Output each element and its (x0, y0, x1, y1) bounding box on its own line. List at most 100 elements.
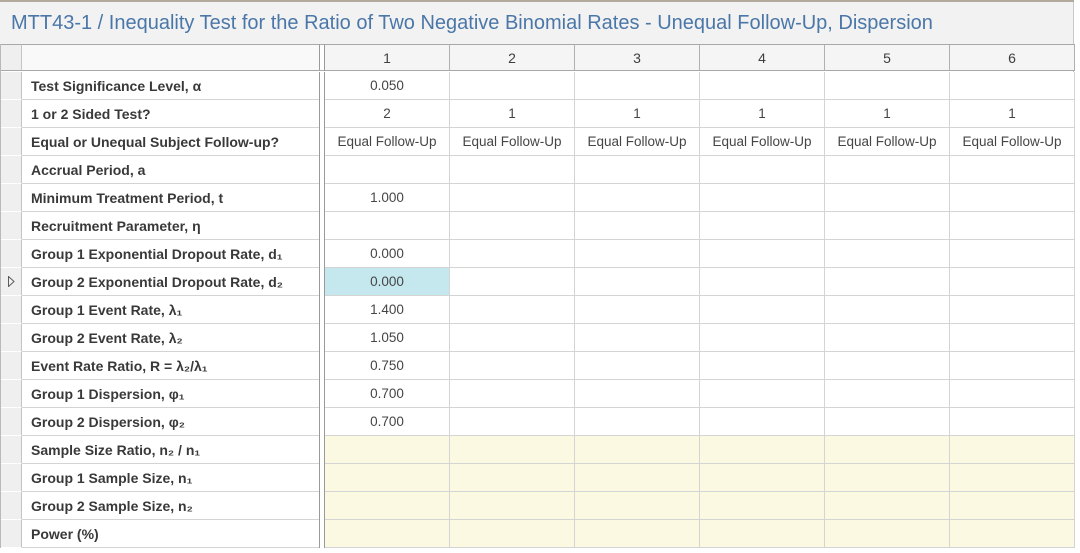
data-cell[interactable] (950, 212, 1075, 240)
data-cell[interactable] (450, 408, 575, 436)
data-cell[interactable] (450, 212, 575, 240)
data-cell[interactable] (825, 436, 950, 464)
column-header-2[interactable]: 2 (450, 44, 575, 71)
data-cell[interactable] (700, 72, 825, 100)
data-cell[interactable] (575, 240, 700, 268)
data-cell[interactable]: 1.050 (325, 324, 450, 352)
data-cell[interactable]: 1 (575, 100, 700, 128)
data-cell[interactable] (700, 240, 825, 268)
data-cell[interactable] (950, 268, 1075, 296)
data-cell[interactable] (950, 492, 1075, 520)
data-cell[interactable] (575, 492, 700, 520)
data-cell[interactable] (700, 520, 825, 548)
data-cell[interactable] (825, 352, 950, 380)
data-cell[interactable] (575, 408, 700, 436)
data-cell[interactable] (575, 436, 700, 464)
data-cell[interactable] (950, 324, 1075, 352)
data-cell[interactable] (950, 156, 1075, 184)
data-cell[interactable]: 1 (825, 100, 950, 128)
data-cell[interactable] (450, 296, 575, 324)
data-cell[interactable]: 0.700 (325, 380, 450, 408)
data-cell[interactable] (700, 324, 825, 352)
data-cell[interactable] (575, 380, 700, 408)
data-cell[interactable] (450, 184, 575, 212)
data-cell[interactable] (575, 184, 700, 212)
data-cell[interactable]: 1 (700, 100, 825, 128)
data-cell[interactable] (825, 380, 950, 408)
data-cell[interactable] (950, 72, 1075, 100)
data-cell[interactable] (825, 156, 950, 184)
data-cell[interactable] (325, 464, 450, 492)
data-cell[interactable] (825, 464, 950, 492)
data-cell[interactable] (575, 268, 700, 296)
data-cell[interactable]: 0.750 (325, 352, 450, 380)
data-cell[interactable] (325, 436, 450, 464)
data-cell[interactable] (825, 72, 950, 100)
data-cell[interactable]: 0.000 (325, 268, 450, 296)
data-cell[interactable] (825, 408, 950, 436)
data-cell[interactable]: 1 (450, 100, 575, 128)
column-header-1[interactable]: 1 (325, 44, 450, 71)
data-cell[interactable] (450, 156, 575, 184)
data-cell[interactable]: Equal Follow-Up (575, 128, 700, 156)
data-cell[interactable] (700, 492, 825, 520)
data-cell[interactable]: Equal Follow-Up (700, 128, 825, 156)
data-cell[interactable] (950, 352, 1075, 380)
data-cell[interactable] (950, 436, 1075, 464)
data-cell[interactable] (325, 520, 450, 548)
data-cell[interactable] (450, 352, 575, 380)
data-cell[interactable]: 2 (325, 100, 450, 128)
data-cell[interactable]: Equal Follow-Up (950, 128, 1075, 156)
data-cell[interactable] (700, 268, 825, 296)
column-header-6[interactable]: 6 (950, 44, 1075, 71)
data-cell[interactable]: Equal Follow-Up (325, 128, 450, 156)
data-cell[interactable]: 0.700 (325, 408, 450, 436)
data-cell[interactable] (575, 72, 700, 100)
data-cell[interactable] (700, 156, 825, 184)
column-header-5[interactable]: 5 (825, 44, 950, 71)
data-cell[interactable]: 1 (950, 100, 1075, 128)
data-cell[interactable] (700, 408, 825, 436)
data-cell[interactable] (450, 72, 575, 100)
column-header-3[interactable]: 3 (575, 44, 700, 71)
data-cell[interactable] (950, 296, 1075, 324)
data-cell[interactable] (950, 520, 1075, 548)
data-cell[interactable] (575, 296, 700, 324)
data-cell[interactable] (575, 520, 700, 548)
data-cell[interactable] (575, 212, 700, 240)
data-cell[interactable] (325, 492, 450, 520)
data-cell[interactable]: Equal Follow-Up (825, 128, 950, 156)
data-cell[interactable] (950, 408, 1075, 436)
data-cell[interactable] (450, 324, 575, 352)
data-cell[interactable] (450, 380, 575, 408)
data-cell[interactable] (325, 212, 450, 240)
data-cell[interactable] (575, 156, 700, 184)
data-cell[interactable] (825, 184, 950, 212)
data-cell[interactable] (700, 352, 825, 380)
data-cell[interactable]: 0.000 (325, 240, 450, 268)
data-cell[interactable] (450, 436, 575, 464)
data-cell[interactable] (700, 436, 825, 464)
data-cell[interactable] (700, 380, 825, 408)
data-cell[interactable] (450, 492, 575, 520)
data-cell[interactable]: 1.000 (325, 184, 450, 212)
data-cell[interactable] (825, 212, 950, 240)
column-header-4[interactable]: 4 (700, 44, 825, 71)
data-cell[interactable] (950, 240, 1075, 268)
data-cell[interactable] (575, 352, 700, 380)
data-cell[interactable] (825, 520, 950, 548)
data-cell[interactable] (950, 380, 1075, 408)
data-cell[interactable] (575, 324, 700, 352)
data-cell[interactable] (825, 492, 950, 520)
data-cell[interactable] (700, 212, 825, 240)
data-cell[interactable]: 1.400 (325, 296, 450, 324)
data-cell[interactable] (450, 464, 575, 492)
data-cell[interactable] (450, 268, 575, 296)
data-cell[interactable]: 0.050 (325, 72, 450, 100)
data-cell[interactable] (700, 464, 825, 492)
data-cell[interactable] (825, 268, 950, 296)
data-cell[interactable] (950, 184, 1075, 212)
data-cell[interactable] (325, 156, 450, 184)
data-cell[interactable] (450, 240, 575, 268)
data-cell[interactable] (575, 464, 700, 492)
